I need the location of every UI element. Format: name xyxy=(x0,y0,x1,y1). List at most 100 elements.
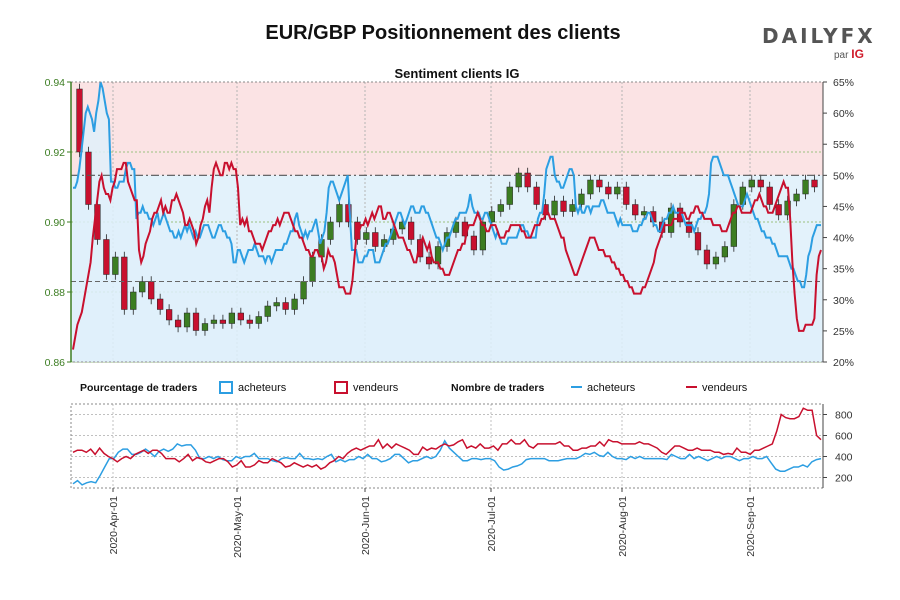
candle-body-22 xyxy=(273,302,280,307)
date-tick-label-1: 2020-May-01 xyxy=(232,496,244,558)
candle-body-29 xyxy=(336,204,343,223)
candle-body-72 xyxy=(721,246,728,258)
candle-body-17 xyxy=(228,312,235,324)
logo-text: DAILYFX xyxy=(762,24,876,48)
candle-body-15 xyxy=(210,319,218,324)
candle-body-79 xyxy=(784,200,791,216)
candle-body-11 xyxy=(174,319,182,328)
candle-body-40 xyxy=(434,246,442,265)
candle-body-62 xyxy=(632,204,639,216)
price-tick-label-0: 0.94 xyxy=(45,77,66,89)
candle-body-39 xyxy=(425,256,433,265)
candle-body-24 xyxy=(291,298,298,310)
percent-tick-label-4: 45% xyxy=(833,201,854,213)
candle-body-6 xyxy=(130,291,137,310)
candle-body-38 xyxy=(416,239,424,258)
top-band xyxy=(71,82,823,176)
candle-body-12 xyxy=(183,312,191,328)
legend-count-sellers: vendeurs xyxy=(702,382,748,394)
logo-ig: IG xyxy=(851,47,864,61)
count-tick-label-1: 600 xyxy=(835,431,853,443)
candle-body-68 xyxy=(685,221,693,233)
legend-count-buyers: acheteurs xyxy=(587,382,636,394)
price-tick-label-1: 0.92 xyxy=(45,147,66,159)
candle-body-50 xyxy=(524,172,531,188)
date-tick-label-3: 2020-Jul-01 xyxy=(486,496,498,552)
candle-body-8 xyxy=(148,281,155,300)
price-tick-label-3: 0.88 xyxy=(45,287,66,299)
percent-axis: 65% 60% 55% 50% 45% 40% 35% 30% 25% 20% xyxy=(822,77,854,369)
date-tick-label-5: 2020-Sep-01 xyxy=(745,496,757,557)
date-tick-label-2: 2020-Jun-01 xyxy=(360,496,372,555)
series-line-vendeurs xyxy=(72,159,822,350)
dailyfx-logo: DAILYFX par IG xyxy=(762,24,876,61)
candle-body-28 xyxy=(327,221,334,240)
percent-tick-label-7: 30% xyxy=(833,295,854,307)
percent-tick-label-8: 25% xyxy=(833,326,854,338)
candle-body-75 xyxy=(748,179,755,188)
candle-body-48 xyxy=(506,186,513,205)
candle-body-54 xyxy=(560,200,567,212)
candle-body-4 xyxy=(112,256,119,275)
price-tick-label-2: 0.90 xyxy=(45,217,66,229)
legend-count-title: Nombre de traders xyxy=(451,382,545,394)
date-tick-label-0: 2020-Apr-01 xyxy=(108,496,120,555)
candle-body-56 xyxy=(578,193,585,205)
candle-body-32 xyxy=(363,232,370,240)
candle-body-76 xyxy=(757,179,764,188)
candle-body-33 xyxy=(372,232,379,247)
candle-body-69 xyxy=(694,232,702,251)
candle-body-37 xyxy=(408,221,415,240)
candle-body-53 xyxy=(551,200,558,216)
candle-body-51 xyxy=(533,186,540,205)
candle-body-55 xyxy=(569,204,576,212)
legend: Pourcentage de traders acheteurs vendeur… xyxy=(80,381,748,394)
candle-body-61 xyxy=(623,186,630,205)
legend-pct-buyers-swatch xyxy=(219,381,233,394)
candle-body-26 xyxy=(309,256,316,282)
candle-body-0 xyxy=(76,88,83,153)
candle-body-5 xyxy=(121,256,128,310)
count-line-acheteurs xyxy=(72,439,822,486)
candle-body-60 xyxy=(614,186,621,195)
percent-tick-label-9: 20% xyxy=(833,357,854,369)
count-tick-label-2: 400 xyxy=(835,452,853,464)
candle-body-44 xyxy=(470,235,478,251)
logo-by: par xyxy=(834,50,849,61)
candle-body-82 xyxy=(811,179,818,188)
candle-body-21 xyxy=(264,305,271,317)
percent-tick-label-6: 35% xyxy=(833,264,854,276)
candle-body-13 xyxy=(192,312,200,331)
candle-body-10 xyxy=(166,309,173,321)
logo-subtitle: par IG xyxy=(834,47,864,61)
price-tick-label-4: 0.86 xyxy=(45,357,66,369)
candle-body-71 xyxy=(712,256,720,265)
legend-pct-title: Pourcentage de traders xyxy=(80,382,197,394)
candle-body-7 xyxy=(139,281,146,293)
main-panel: 0.94 0.92 0.90 0.88 0.86 65% 60% 55% 50% 45% 40% 3… xyxy=(45,66,854,369)
percent-tick-label-3: 50% xyxy=(833,170,854,182)
candle-body-1 xyxy=(85,151,92,205)
count-axis: 800 600 400 200 xyxy=(822,404,853,488)
percent-tick-label-5: 40% xyxy=(833,233,854,245)
percent-tick-label-1: 60% xyxy=(833,108,854,120)
candle-body-9 xyxy=(157,298,164,310)
page-title: EUR/GBP Positionnement des clients xyxy=(265,22,621,44)
candle-body-18 xyxy=(237,312,244,321)
count-grid xyxy=(71,404,823,488)
date-axis: 2020-Apr-01 2020-May-01 2020-Jun-01 2020-Ju… xyxy=(108,488,757,558)
candle-body-16 xyxy=(219,319,227,324)
candle-body-14 xyxy=(201,323,209,331)
count-line-vendeurs xyxy=(72,407,822,470)
candle-body-59 xyxy=(605,186,612,195)
candle-body-81 xyxy=(802,179,809,195)
candle-body-78 xyxy=(775,204,782,216)
legend-pct-buyers: acheteurs xyxy=(238,382,287,394)
date-tick-label-4: 2020-Aug-01 xyxy=(617,496,629,557)
candle-body-23 xyxy=(282,302,289,310)
candle-body-58 xyxy=(596,179,603,188)
count-tick-label-0: 800 xyxy=(835,410,853,422)
candle-body-19 xyxy=(246,319,253,324)
